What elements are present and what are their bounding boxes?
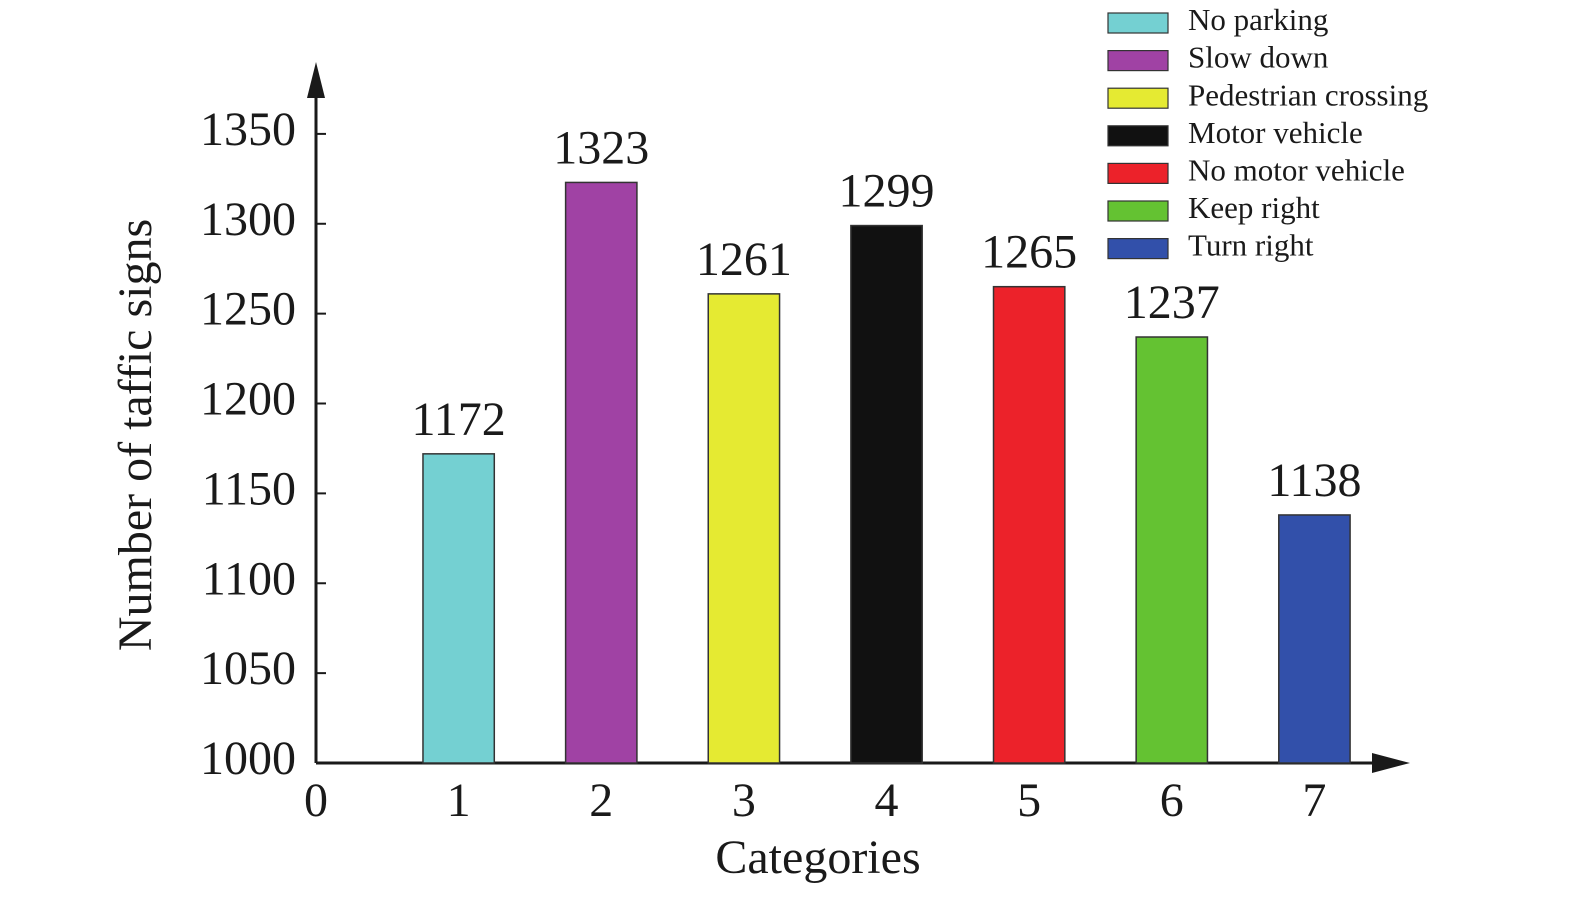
value-label: 1261	[696, 233, 792, 286]
x-axis-arrow	[1372, 753, 1410, 773]
legend-label: No motor vehicle	[1188, 153, 1405, 188]
legend-swatch	[1107, 125, 1169, 147]
y-tick-label: 1200	[200, 373, 296, 426]
x-tick-label: 3	[732, 774, 756, 827]
value-label: 1323	[553, 121, 649, 174]
x-tick-label: 2	[589, 774, 613, 827]
bar	[1135, 336, 1209, 764]
y-tick-label: 1150	[202, 462, 296, 515]
x-tick-label: 4	[875, 774, 899, 827]
legend-swatch	[1107, 12, 1169, 34]
x-tick-label: 1	[447, 774, 471, 827]
x-axis-title: Categories	[715, 831, 920, 884]
x-tick-label: 5	[1017, 774, 1041, 827]
y-tick-label: 1350	[200, 103, 296, 156]
legend-label: No parking	[1188, 2, 1328, 37]
y-tick-label: 1050	[200, 642, 296, 695]
bar	[707, 293, 781, 764]
bar	[992, 285, 1066, 764]
legend-swatch	[1107, 238, 1169, 260]
bar	[564, 181, 638, 764]
legend-label: Pedestrian crossing	[1188, 77, 1428, 112]
bar	[850, 224, 923, 764]
y-tick-label: 1100	[202, 552, 296, 605]
legend-swatch	[1107, 49, 1169, 72]
value-label: 1265	[981, 226, 1077, 279]
y-tick-label: 1000	[200, 732, 296, 785]
value-label: 1138	[1267, 454, 1361, 507]
legend-label: Keep right	[1188, 190, 1320, 225]
y-axis-title: Number of taffic signs	[109, 219, 162, 651]
y-tick-label: 1300	[200, 193, 296, 246]
bar	[422, 453, 496, 764]
x-tick-label: 6	[1160, 774, 1184, 827]
legend-label: Turn right	[1188, 228, 1314, 263]
legend-label: Motor vehicle	[1188, 115, 1363, 150]
y-tick-label: 1250	[200, 283, 296, 336]
legend-swatch	[1107, 200, 1169, 222]
legend-swatch	[1107, 87, 1169, 109]
legend-swatch	[1107, 162, 1169, 184]
x-tick-label: 7	[1302, 774, 1326, 827]
y-axis-arrow	[307, 62, 325, 98]
x-tick-label: 0	[304, 774, 328, 827]
legend-label: Slow down	[1188, 40, 1329, 75]
value-label: 1299	[839, 165, 935, 218]
value-label: 1172	[412, 393, 506, 446]
value-label: 1237	[1124, 276, 1220, 329]
bar	[1278, 514, 1351, 764]
